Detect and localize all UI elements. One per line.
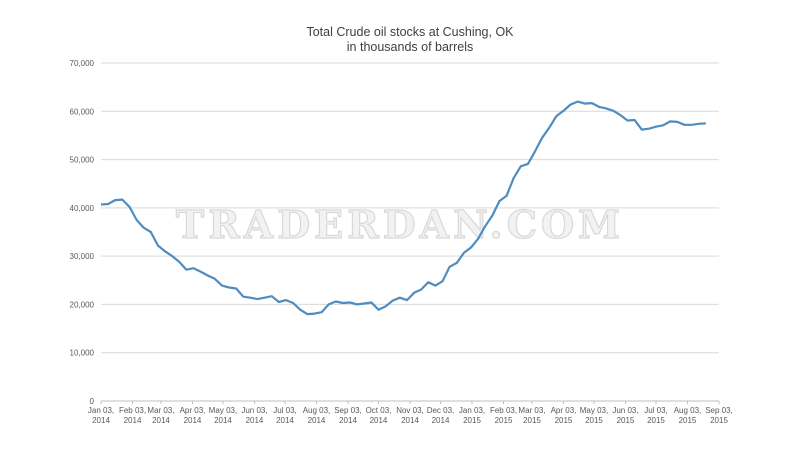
x-tick-label: May 03, 2014 [209, 406, 237, 425]
x-tick-label-line: 2015 [617, 416, 635, 425]
x-tick-label-line: May 03, [209, 406, 237, 415]
x-tick-label-line: Sep 03, [334, 406, 362, 415]
x-tick-label-line: 2014 [276, 416, 294, 425]
y-tick-label: 40,000 [70, 204, 95, 213]
x-tick-label: Jun 03, 2015 [612, 406, 638, 425]
x-tick-label-line: Sep 03, [705, 406, 733, 415]
x-tick-label: Aug 03, 2014 [303, 406, 331, 425]
x-tick-label-line: 2014 [432, 416, 450, 425]
x-tick-label-line: 2014 [370, 416, 388, 425]
x-tick-label-line: 2014 [246, 416, 264, 425]
x-tick-label-line: Feb 03, [490, 406, 517, 415]
x-tick-label-line: Mar 03, [518, 406, 545, 415]
x-tick-label-line: 2015 [555, 416, 573, 425]
y-tick-label: 0 [90, 397, 95, 406]
x-tick-label: Nov 03, 2014 [396, 406, 424, 425]
x-tick-label-line: Feb 03, [119, 406, 146, 415]
x-tick-label-line: 2015 [585, 416, 603, 425]
x-tick-label-line: Jan 03, [88, 406, 114, 415]
x-tick-label-line: May 03, [580, 406, 608, 415]
x-tick-label-line: Jun 03, [612, 406, 638, 415]
y-tick-label: 50,000 [70, 156, 95, 165]
x-tick-label-line: Aug 03, [303, 406, 331, 415]
x-tick-label-line: Jun 03, [241, 406, 267, 415]
x-tick-label: Aug 03, 2015 [674, 406, 702, 425]
x-tick-label: May 03, 2015 [580, 406, 608, 425]
y-tick-label: 30,000 [70, 252, 95, 261]
x-tick-label-line: 2014 [401, 416, 419, 425]
x-tick-label-line: Mar 03, [147, 406, 174, 415]
x-tick-label: Oct 03, 2014 [366, 406, 392, 425]
x-tick-label: Jun 03, 2014 [241, 406, 267, 425]
x-tick-label-line: 2014 [152, 416, 170, 425]
x-tick-label-line: 2015 [495, 416, 513, 425]
x-tick-label-line: 2014 [339, 416, 357, 425]
x-tick-label: Jan 03, 2015 [459, 406, 485, 425]
x-tick-label: Jul 03, 2014 [273, 406, 297, 425]
watermark: TRADERDAN.COM [176, 202, 624, 247]
x-tick-label-line: 2014 [214, 416, 232, 425]
x-tick-label-line: 2015 [647, 416, 665, 425]
x-tick-label-line: 2015 [710, 416, 728, 425]
chart-subtitle: in thousands of barrels [347, 40, 473, 54]
x-tick-label: Mar 03, 2014 [147, 406, 174, 425]
x-tick-label: Dec 03, 2014 [427, 406, 455, 425]
x-tick-label-line: 2014 [124, 416, 142, 425]
x-tick-label-line: Jan 03, [459, 406, 485, 415]
x-tick-label: Feb 03, 2015 [490, 406, 517, 425]
x-tick-label-line: Apr 03, [551, 406, 577, 415]
chart-title: Total Crude oil stocks at Cushing, OK [306, 25, 514, 39]
x-tick-label-line: Oct 03, [366, 406, 392, 415]
x-tick-label-line: 2015 [463, 416, 481, 425]
y-tick-label: 70,000 [70, 59, 95, 68]
x-tick-label: Feb 03, 2014 [119, 406, 146, 425]
x-tick-label-line: 2014 [92, 416, 110, 425]
grid [101, 62, 719, 402]
y-tick-label: 60,000 [70, 107, 95, 116]
x-tick-label-line: Jul 03, [644, 406, 668, 415]
x-tick-label: Jul 03, 2015 [644, 406, 668, 425]
x-tick-label-line: 2014 [308, 416, 326, 425]
x-tick-label: Sep 03, 2015 [705, 406, 733, 425]
data-line [100, 100, 706, 316]
x-tick-label: Apr 03, 2015 [551, 406, 577, 425]
x-tick-label-line: Apr 03, [180, 406, 206, 415]
x-tick-label-line: Dec 03, [427, 406, 455, 415]
x-tick-label-line: Nov 03, [396, 406, 424, 415]
x-tick-label-line: 2015 [523, 416, 541, 425]
x-tick-label: Apr 03, 2014 [180, 406, 206, 425]
x-tick-label-line: 2014 [184, 416, 202, 425]
x-tick-label: Mar 03, 2015 [518, 406, 545, 425]
x-tick-label-line: Jul 03, [273, 406, 297, 415]
x-tick-label-line: Aug 03, [674, 406, 702, 415]
x-tick-label: Sep 03, 2014 [334, 406, 362, 425]
y-tick-label: 20,000 [70, 300, 95, 309]
x-tick-label: Jan 03, 2014 [88, 406, 114, 425]
x-tick-label-line: 2015 [679, 416, 697, 425]
y-tick-label: 10,000 [70, 349, 95, 358]
